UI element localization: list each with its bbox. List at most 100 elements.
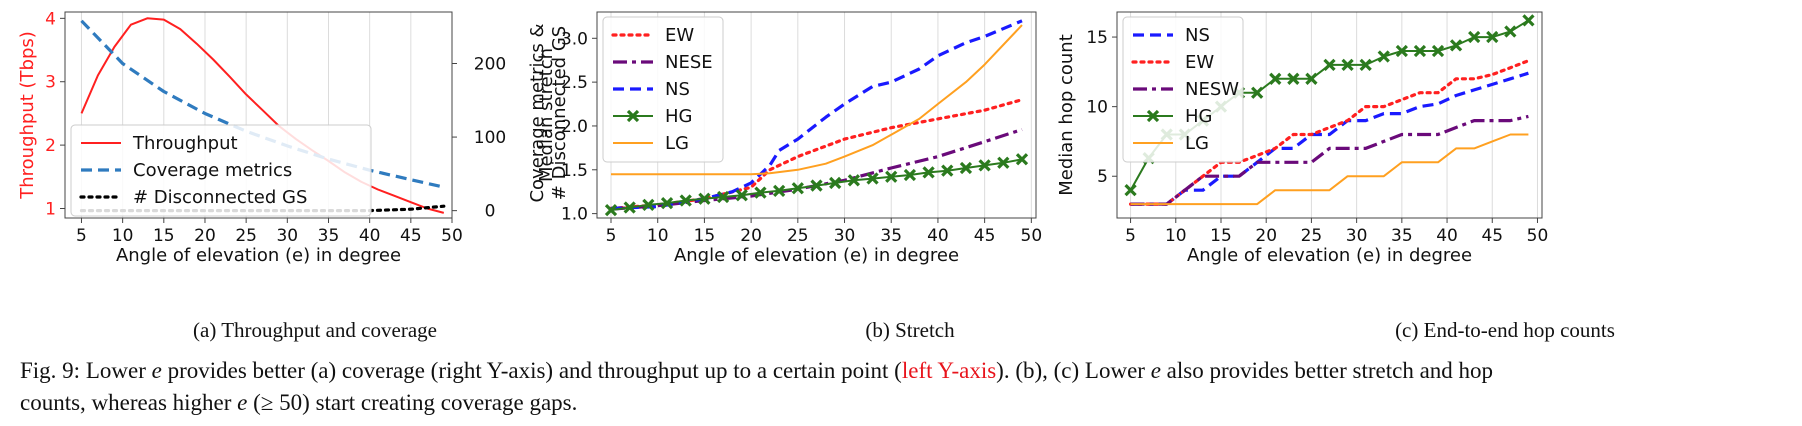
data-point-marker xyxy=(791,182,804,195)
x-tick-label: 50 xyxy=(1021,226,1043,246)
x-tick-label: 15 xyxy=(153,226,175,246)
data-point-marker xyxy=(1124,184,1137,197)
caption-part2: provides better (a) coverage (right Y-ax… xyxy=(161,358,902,383)
series-line-lg xyxy=(1130,133,1529,206)
legend-box xyxy=(70,124,372,217)
x-tick-label: 20 xyxy=(194,226,216,246)
legend-label: HG xyxy=(1185,106,1212,127)
x-tick-label: 50 xyxy=(1527,226,1549,246)
x-tick-label: 50 xyxy=(441,226,463,246)
x-tick-label: 10 xyxy=(647,226,669,246)
y-tick-label: 3 xyxy=(45,73,56,93)
caption-line2b: (≥ 50) start creating coverage gaps. xyxy=(247,390,578,415)
data-point-marker xyxy=(1413,44,1427,58)
y-tick-label: 2.5 xyxy=(561,73,588,93)
figure-caption: Fig. 9: Lower e provides better (a) cove… xyxy=(20,355,1790,419)
data-point-marker xyxy=(1449,39,1463,52)
legend-label: EW xyxy=(1185,52,1214,73)
y-axis-label: Median hop count xyxy=(1056,34,1077,196)
data-point-marker xyxy=(604,203,618,217)
x-tick-label: 10 xyxy=(112,226,134,246)
y-tick-label: 2 xyxy=(45,136,56,156)
data-point-marker xyxy=(1287,72,1300,85)
data-point-marker xyxy=(1395,44,1408,58)
series-line-throughput xyxy=(80,17,445,214)
y2-tick-label: 100 xyxy=(474,128,506,148)
x-tick-label: 35 xyxy=(1391,226,1413,246)
y-tick-label: 1.5 xyxy=(561,161,588,181)
x-tick-label: 5 xyxy=(1125,226,1136,246)
data-point-marker xyxy=(997,156,1010,169)
y-tick-label: 1.0 xyxy=(561,205,588,225)
subcaption-b: (b) Stretch xyxy=(865,318,955,342)
y-tick-label: 10 xyxy=(1086,98,1108,118)
legend-label: NESE xyxy=(665,52,713,73)
data-point-marker xyxy=(1468,30,1481,44)
caption-line2a: counts, whereas higher xyxy=(20,390,238,415)
data-point-marker xyxy=(1522,14,1535,27)
caption-part1: Fig. 9: Lower xyxy=(20,358,152,383)
x-tick-label: 5 xyxy=(76,226,87,246)
data-point-marker xyxy=(1341,58,1354,72)
legend-label: # Disconnected GS xyxy=(133,187,307,208)
data-point-marker xyxy=(1015,153,1029,166)
x-tick-label: 5 xyxy=(606,226,617,246)
legend-label: NS xyxy=(665,79,690,100)
x-tick-label: 25 xyxy=(1301,226,1323,246)
y2-axis-label-line2: # Disconnected GS xyxy=(549,26,570,200)
series-line-ns xyxy=(1130,71,1529,206)
x-tick-label: 40 xyxy=(927,226,949,246)
data-point-marker xyxy=(1504,25,1517,38)
data-point-marker xyxy=(1323,58,1336,72)
data-point-marker xyxy=(941,164,954,177)
caption-e3: e xyxy=(237,390,248,415)
caption-part3: ). (b), (c) Lower xyxy=(996,358,1151,383)
x-tick-label: 30 xyxy=(276,226,298,246)
data-point-marker xyxy=(679,194,692,207)
x-axis-label: Angle of elevation (e) in degree xyxy=(674,245,959,266)
legend-label: EW xyxy=(665,25,694,46)
data-point-marker xyxy=(1269,72,1282,85)
x-tick-label: 20 xyxy=(1255,226,1277,246)
x-tick-label: 25 xyxy=(787,226,809,246)
legend-label: NS xyxy=(1185,25,1210,46)
x-tick-label: 45 xyxy=(974,226,996,246)
x-tick-label: 35 xyxy=(318,226,340,246)
chart-b: 5 10 15 20 25 30 35 40 45 50 1.0 1.5 2.0 2.5 3.0 Angle … xyxy=(536,11,1043,266)
y-axis-label: Median stretch xyxy=(536,48,557,182)
x-tick-label: 45 xyxy=(1481,226,1503,246)
series-line-ew xyxy=(1128,59,1531,206)
legend-label: LG xyxy=(1185,133,1209,154)
x-axis-label: Angle of elevation (e) in degree xyxy=(1187,245,1472,266)
series-line-ns xyxy=(610,19,1023,210)
x-tick-label: 15 xyxy=(1210,226,1232,246)
y-tick-label: 2.0 xyxy=(561,117,588,137)
data-point-marker xyxy=(829,176,842,190)
data-point-marker xyxy=(885,170,898,183)
data-point-marker xyxy=(978,159,991,172)
legend-marker xyxy=(626,109,640,123)
data-point-marker xyxy=(866,172,879,185)
y-tick-label: 1 xyxy=(45,199,56,219)
plot-frame xyxy=(64,11,453,219)
x-axis-label: Angle of elevation (e) in degree xyxy=(116,245,401,266)
legend: Throughput Coverage metrics # Disconnected… xyxy=(70,124,372,217)
data-point-marker xyxy=(810,179,823,192)
data-point-marker xyxy=(716,190,730,204)
series-line-nesw xyxy=(1130,114,1529,206)
data-point-marker xyxy=(623,201,636,214)
x-tick-label: 20 xyxy=(740,226,762,246)
data-point-marker xyxy=(1305,72,1318,85)
caption-left-y-axis-link[interactable]: left Y-axis xyxy=(901,358,997,383)
series-line-ew xyxy=(609,98,1024,210)
data-point-marker xyxy=(735,189,748,202)
legend-label: Coverage metrics xyxy=(133,160,292,181)
data-point-marker xyxy=(773,184,786,197)
data-point-marker xyxy=(847,174,860,187)
y-axis-label: Throughput (Tbps) xyxy=(17,31,38,200)
data-point-marker xyxy=(959,161,973,175)
y2-axis-label-line1: Coverage metrics & xyxy=(527,23,548,202)
legend-label: HG xyxy=(665,106,692,127)
